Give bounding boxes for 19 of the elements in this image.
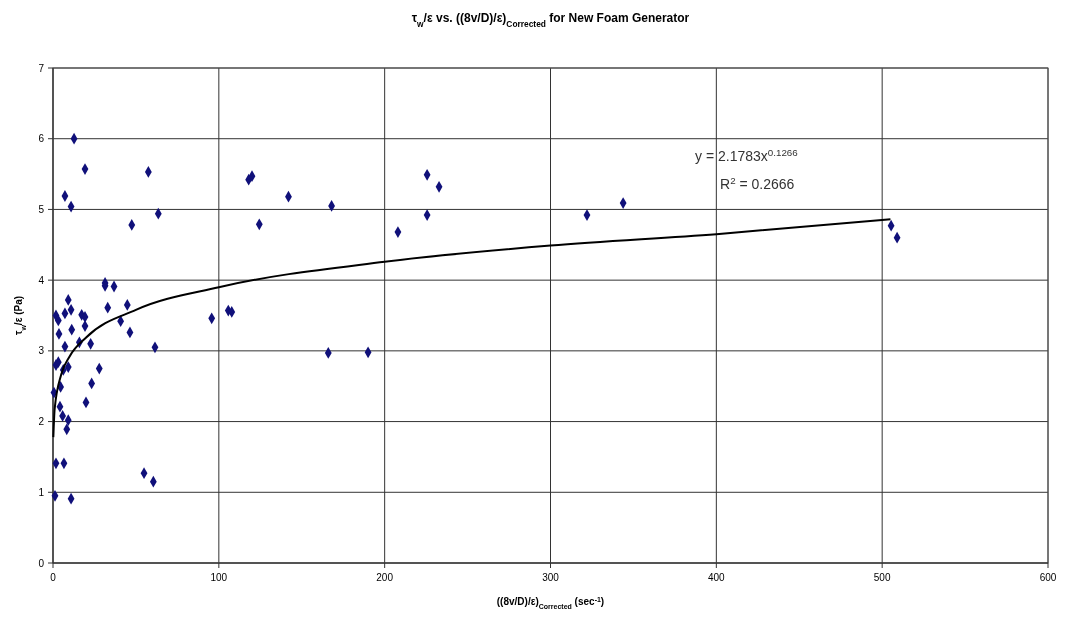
x-axis-title: ((8v/D)/ε)$_{Corrected}$ (sec$^{-1}$) <box>496 595 605 610</box>
y-tick-label: 4 <box>38 274 45 286</box>
x-tick-label: 200 <box>376 572 394 583</box>
y-tick-label: 5 <box>38 203 45 215</box>
x-tick-label: 0 <box>50 572 57 583</box>
y-tick-label: 1 <box>38 486 45 498</box>
y-tick-label: 7 <box>38 62 45 74</box>
x-tick-label: 300 <box>542 572 560 583</box>
y-tick-label: 6 <box>38 133 45 145</box>
x-tick-label: 400 <box>707 572 726 583</box>
y-tick-label: 2 <box>38 416 45 428</box>
x-tick-label: 500 <box>873 572 891 583</box>
annotation: y = 2.1783x$^{0.1266}$ <box>695 146 799 164</box>
x-tick-label: 600 <box>1039 572 1057 583</box>
chart-title: τ$_{w}$/ε vs. ((8v/D)/ε)$_{Corrected}$ for New Foam Generator <box>411 11 690 29</box>
y-tick-label: 3 <box>38 345 45 357</box>
annotation: R$^{2}$ = 0.2666 <box>720 174 795 192</box>
x-tick-label: 100 <box>210 572 228 583</box>
y-tick-label: 0 <box>38 557 45 569</box>
